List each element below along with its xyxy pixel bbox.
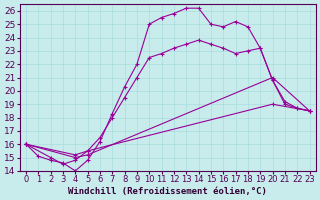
X-axis label: Windchill (Refroidissement éolien,°C): Windchill (Refroidissement éolien,°C) (68, 187, 267, 196)
